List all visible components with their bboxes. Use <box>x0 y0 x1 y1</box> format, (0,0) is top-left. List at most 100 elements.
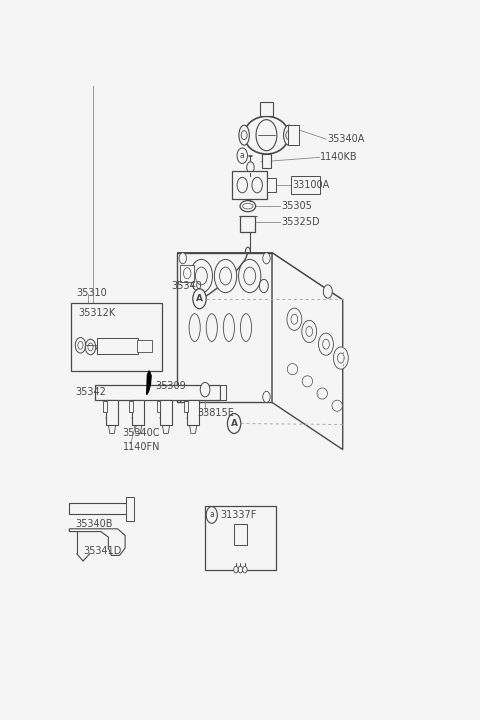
Text: 35340A: 35340A <box>327 134 364 144</box>
Text: 35310: 35310 <box>77 287 108 297</box>
Bar <box>260 102 273 117</box>
Circle shape <box>78 341 83 349</box>
Bar <box>232 171 267 199</box>
Ellipse shape <box>160 398 172 405</box>
Text: 35325D: 35325D <box>281 217 320 228</box>
Circle shape <box>247 162 254 173</box>
Bar <box>240 215 255 233</box>
Circle shape <box>215 259 237 292</box>
Circle shape <box>337 353 344 363</box>
Circle shape <box>195 267 207 285</box>
Ellipse shape <box>160 415 172 421</box>
Polygon shape <box>190 425 197 433</box>
Circle shape <box>75 338 85 353</box>
Polygon shape <box>108 425 116 433</box>
Text: 33100A: 33100A <box>292 180 330 190</box>
Circle shape <box>200 382 210 397</box>
Ellipse shape <box>240 314 252 341</box>
Circle shape <box>334 347 348 369</box>
Circle shape <box>291 314 298 324</box>
Ellipse shape <box>132 398 144 405</box>
Text: 35342: 35342 <box>75 387 106 397</box>
Polygon shape <box>272 253 343 449</box>
Bar <box>288 125 299 145</box>
Circle shape <box>259 279 268 292</box>
Circle shape <box>88 343 93 351</box>
Text: 35341D: 35341D <box>83 546 121 556</box>
Bar <box>96 384 220 400</box>
Text: A: A <box>230 419 238 428</box>
Ellipse shape <box>244 117 289 154</box>
Circle shape <box>237 177 248 193</box>
Circle shape <box>244 267 256 285</box>
Text: 1140FN: 1140FN <box>122 442 160 451</box>
Circle shape <box>190 259 213 292</box>
Circle shape <box>183 268 191 279</box>
Ellipse shape <box>288 364 298 374</box>
Polygon shape <box>232 545 249 563</box>
Polygon shape <box>177 253 272 402</box>
Ellipse shape <box>317 388 327 399</box>
Bar <box>187 400 199 425</box>
Ellipse shape <box>99 505 107 513</box>
Ellipse shape <box>245 247 251 258</box>
Circle shape <box>263 253 270 264</box>
Circle shape <box>239 259 261 292</box>
Text: 35312K: 35312K <box>78 307 115 318</box>
Circle shape <box>306 326 312 336</box>
Bar <box>262 154 271 168</box>
Circle shape <box>193 289 206 309</box>
Bar <box>129 401 132 412</box>
Bar <box>126 497 134 521</box>
Ellipse shape <box>106 398 118 405</box>
Polygon shape <box>177 253 343 300</box>
Text: a: a <box>240 151 245 160</box>
Text: 35340: 35340 <box>172 281 203 291</box>
Text: 35340B: 35340B <box>75 519 112 529</box>
Ellipse shape <box>187 415 199 421</box>
Circle shape <box>238 566 243 573</box>
Bar <box>106 400 118 425</box>
Polygon shape <box>134 425 142 433</box>
Bar <box>160 400 172 425</box>
Bar <box>137 340 152 352</box>
Bar <box>220 384 226 400</box>
Ellipse shape <box>106 415 118 421</box>
Ellipse shape <box>206 314 217 341</box>
Circle shape <box>319 333 334 355</box>
Circle shape <box>302 320 317 343</box>
Bar <box>97 338 138 354</box>
Text: 31337F: 31337F <box>221 510 257 520</box>
Circle shape <box>179 253 186 264</box>
Bar <box>267 179 276 192</box>
Ellipse shape <box>243 203 253 209</box>
Ellipse shape <box>284 125 294 145</box>
Text: 35309: 35309 <box>155 381 186 391</box>
Text: 33815E: 33815E <box>198 408 235 418</box>
Circle shape <box>237 148 248 163</box>
Ellipse shape <box>187 398 199 405</box>
Ellipse shape <box>302 376 312 387</box>
Circle shape <box>206 507 217 523</box>
Circle shape <box>85 339 96 355</box>
Circle shape <box>219 267 231 285</box>
Ellipse shape <box>239 125 249 145</box>
Ellipse shape <box>189 314 200 341</box>
Ellipse shape <box>76 507 80 510</box>
Circle shape <box>286 131 292 140</box>
Circle shape <box>263 392 270 402</box>
Circle shape <box>287 308 302 330</box>
Ellipse shape <box>86 505 94 513</box>
Ellipse shape <box>101 507 105 510</box>
Bar <box>180 265 194 282</box>
Polygon shape <box>233 518 248 531</box>
Circle shape <box>179 392 186 402</box>
Ellipse shape <box>88 507 92 510</box>
Text: a: a <box>209 510 214 519</box>
Ellipse shape <box>240 201 256 212</box>
Circle shape <box>228 413 241 433</box>
Text: A: A <box>196 294 203 303</box>
Bar <box>290 176 321 194</box>
Bar <box>184 401 188 412</box>
Circle shape <box>243 566 247 573</box>
